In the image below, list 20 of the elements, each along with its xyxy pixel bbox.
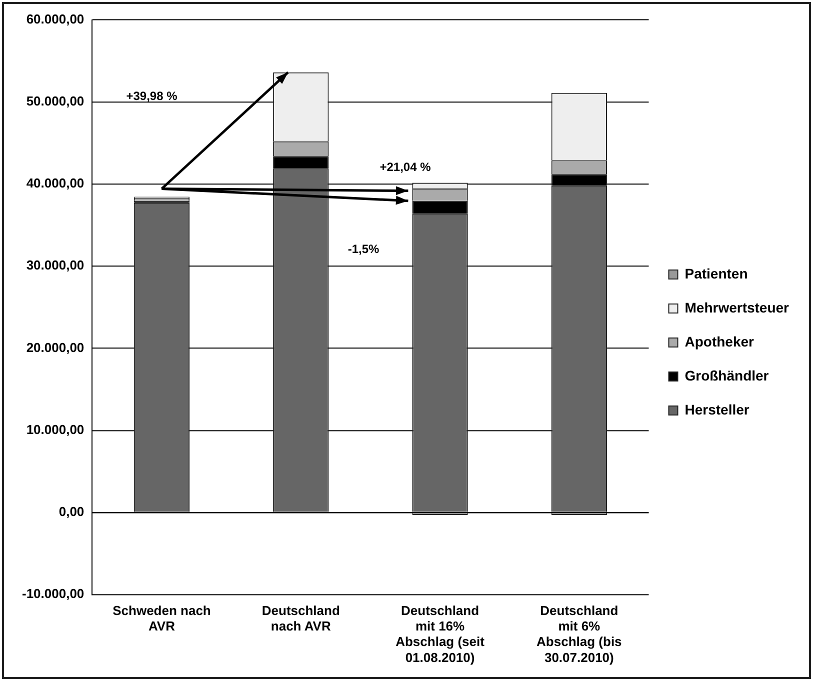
annotation: +39,98 % (126, 89, 178, 104)
legend-label: Apotheker (684, 333, 755, 350)
x-tick-label: Schweden nach AVR (112, 602, 211, 634)
x-tick-label: Deutschland mit 16% Abschlag (seit 01.08.2010) (396, 602, 486, 665)
legend-label: Hersteller (684, 401, 750, 418)
legend-label: Mehrwertsteuer (684, 299, 790, 316)
legend-label: Patienten (684, 265, 748, 282)
y-tick-label: 60.000,00 (26, 11, 84, 26)
y-tick-label: 0,00 (58, 504, 84, 520)
y-tick-label: 20.000,00 (26, 340, 84, 355)
legend-label: Großhändler (684, 367, 770, 384)
annotation: +21,04 % (380, 160, 432, 174)
y-tick-label: -10.000,00 (22, 586, 84, 602)
y-tick-label: 40.000,00 (26, 176, 84, 191)
annotation: -1,5% (348, 242, 380, 256)
y-tick-label: 30.000,00 (26, 258, 84, 273)
y-tick-label: 10.000,00 (26, 422, 84, 437)
x-tick-label: Deutschland mit 6% Abschlag (bis 30.07.2010) (536, 602, 622, 665)
y-tick-label: 50.000,00 (26, 93, 84, 108)
x-tick-label: Deutschland nach AVR (262, 602, 340, 634)
